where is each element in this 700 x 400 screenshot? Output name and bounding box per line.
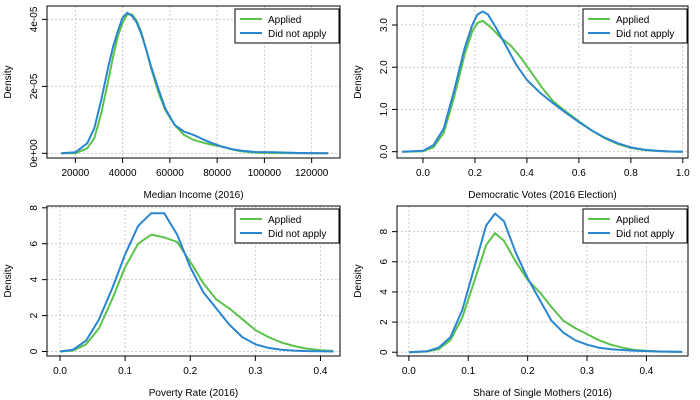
single-mothers-x-tick-label: 0.0: [402, 366, 416, 377]
median-income-x-tick-label: 40000: [109, 168, 137, 179]
poverty-rate-y-tick-label: 8: [29, 205, 40, 211]
democratic-votes-series-did-not-apply-line: [402, 10, 683, 153]
poverty-rate-y-tick-label: 2: [29, 312, 40, 318]
poverty-rate-y-tick-label: 6: [29, 241, 40, 247]
median-income-x-tick-label: 100000: [248, 168, 282, 179]
single-mothers-y-tick-label: 2: [379, 319, 390, 325]
median-income-x-axis-label: Median Income (2016): [143, 190, 243, 201]
democratic-votes-y-tick-label: 3.0: [379, 18, 390, 32]
democratic-votes-legend-label-applied: Applied: [616, 15, 649, 26]
single-mothers-y-tick-label: 0: [379, 349, 390, 355]
median-income-plot-frame: [46, 5, 341, 159]
single-mothers-y-axis-label: Density: [353, 264, 364, 297]
democratic-votes-x-tick-label: 0.8: [624, 168, 638, 179]
poverty-rate-x-tick-label: 0.2: [183, 366, 197, 377]
poverty-rate-legend-box: [234, 208, 340, 244]
democratic-votes-y-tick-label: 1.0: [379, 102, 390, 116]
democratic-votes-y-axis-label: Density: [353, 65, 364, 98]
median-income-panel: 20000 40000 60000 80000 100000 120000 0e+00 2e-…: [3, 5, 341, 201]
single-mothers-x-tick-label: 0.1: [461, 366, 475, 377]
single-mothers-x-tick-label: 0.2: [521, 366, 535, 377]
median-income-legend-label-applied: Applied: [268, 15, 301, 26]
poverty-rate-series-applied-line: [59, 233, 334, 353]
single-mothers-legend-label-applied: Applied: [616, 215, 649, 226]
single-mothers-panel: 0.0 0.1 0.2 0.3 0.4 0 2 4 6 8 Share of Single Moth…: [353, 205, 689, 399]
democratic-votes-x-tick-label: 0.6: [572, 168, 586, 179]
poverty-rate-x-tick-label: 0.1: [118, 366, 132, 377]
poverty-rate-x-axis-label: Poverty Rate (2016): [149, 388, 239, 399]
median-income-x-tick-label: 120000: [295, 168, 329, 179]
poverty-rate-legend-label-did-not-apply: Did not apply: [268, 229, 326, 240]
median-income-legend: Applied Did not apply: [234, 8, 340, 44]
democratic-votes-y-tick-label: 0.0: [379, 144, 390, 158]
median-income-y-tick-label: 2e-05: [29, 73, 40, 99]
median-income-y-axis-label: Density: [3, 65, 14, 98]
democratic-votes-legend-label-did-not-apply: Did not apply: [616, 29, 674, 40]
poverty-rate-legend: Applied Did not apply: [234, 208, 340, 244]
median-income-x-tick-label: 80000: [203, 168, 231, 179]
median-income-x-tick-label: 60000: [156, 168, 184, 179]
single-mothers-legend-box: [582, 208, 688, 244]
median-income-y-tick-label: 0e+00: [29, 139, 40, 168]
poverty-rate-legend-label-applied: Applied: [268, 215, 301, 226]
democratic-votes-y-tick-label: 2.0: [379, 60, 390, 74]
single-mothers-plot-frame: [396, 205, 689, 357]
poverty-rate-panel: 0.0 0.1 0.2 0.3 0.4 0 2 4 6 8 Poverty Rate (2016) D…: [3, 205, 341, 399]
single-mothers-y-tick-label: 6: [379, 259, 390, 265]
single-mothers-legend: Applied Did not apply: [582, 208, 688, 244]
single-mothers-series-did-not-apply-line: [408, 212, 683, 354]
single-mothers-x-axis-label: Share of Single Mothers (2016): [473, 388, 612, 399]
median-income-y-tick-label: 4e-05: [29, 6, 40, 32]
poverty-rate-y-tick-label: 0: [29, 348, 40, 354]
democratic-votes-x-tick-label: 1.0: [676, 168, 690, 179]
single-mothers-y-tick-label: 4: [379, 289, 390, 295]
poverty-rate-x-tick-label: 0.3: [248, 366, 262, 377]
single-mothers-legend-label-did-not-apply: Did not apply: [616, 229, 674, 240]
single-mothers-x-tick-label: 0.3: [580, 366, 594, 377]
median-income-legend-box: [234, 8, 340, 44]
democratic-votes-x-tick-label: 0.2: [468, 168, 482, 179]
single-mothers-series-applied-line: [408, 232, 683, 354]
democratic-votes-x-axis-label: Democratic Votes (2016 Election): [468, 190, 616, 201]
poverty-rate-x-tick-label: 0.0: [53, 366, 67, 377]
democratic-votes-legend: Applied Did not apply: [582, 8, 688, 44]
poverty-rate-series-did-not-apply-line: [59, 212, 334, 353]
single-mothers-x-tick-label: 0.4: [639, 366, 653, 377]
median-income-legend-label-did-not-apply: Did not apply: [268, 29, 326, 40]
median-income-x-tick-label: 20000: [61, 168, 89, 179]
democratic-votes-plot-frame: [396, 5, 689, 159]
poverty-rate-plot-frame: [46, 205, 341, 357]
poverty-rate-y-tick-label: 4: [29, 276, 40, 282]
poverty-rate-y-axis-label: Density: [3, 264, 14, 297]
democratic-votes-x-tick-label: 0.4: [520, 168, 534, 179]
median-income-series-did-not-apply-line: [61, 11, 329, 155]
democratic-votes-x-tick-label: 0.0: [416, 168, 430, 179]
single-mothers-y-tick-label: 8: [379, 228, 390, 234]
democratic-votes-panel: 0.0 0.2 0.4 0.6 0.8 1.0 0.0 1.0 2.0 3.0 Democratic…: [353, 5, 690, 201]
poverty-rate-x-tick-label: 0.4: [314, 366, 328, 377]
democratic-votes-legend-box: [582, 8, 688, 44]
